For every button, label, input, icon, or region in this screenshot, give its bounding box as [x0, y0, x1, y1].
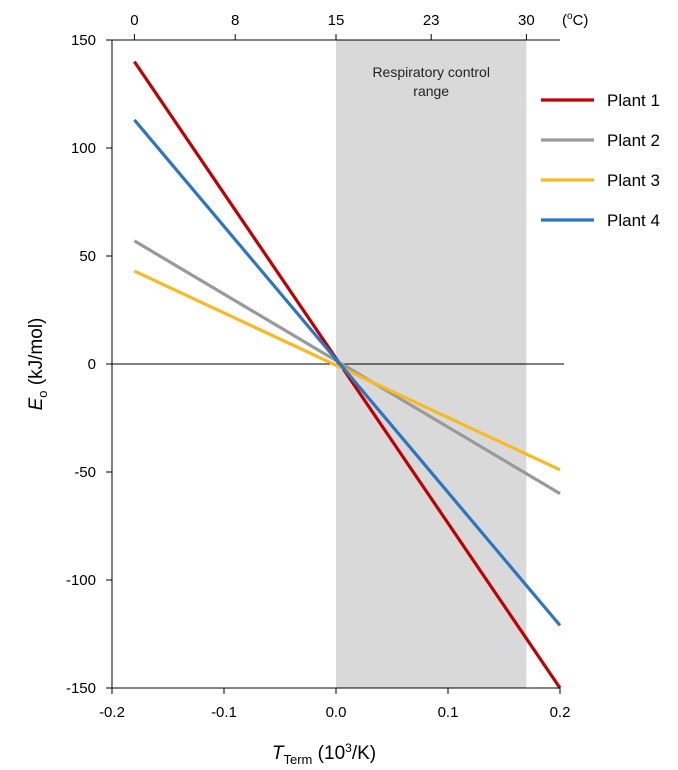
- x-axis-title: TTerm (103/K): [272, 741, 376, 767]
- x-tick-label: 0.2: [550, 704, 571, 721]
- top-tick-label: 8: [231, 12, 239, 29]
- y-tick-label: 150: [71, 32, 96, 49]
- series-line-plant-2: [133, 239, 561, 495]
- y-axis-title: Eo (kJ/mol): [26, 318, 50, 411]
- x-ticks: -0.2 -0.1 0.0 0.1 0.2: [99, 688, 570, 721]
- top-axis-unit: (oC): [562, 11, 588, 29]
- series-lines: [133, 60, 562, 689]
- top-ticks: 0 8 15 23 30: [130, 12, 535, 40]
- y-tick-label: -100: [66, 572, 96, 589]
- y-tick-label: -150: [66, 680, 96, 697]
- top-tick-label: 0: [130, 12, 138, 29]
- x-tick-label: -0.2: [99, 704, 125, 721]
- top-tick-label: 15: [328, 12, 345, 29]
- x-tick-label: 0.0: [326, 704, 347, 721]
- y-tick-label: 100: [71, 140, 96, 157]
- y-tick-label: 50: [79, 248, 96, 265]
- y-tick-label: -50: [74, 464, 96, 481]
- x-tick-label: -0.1: [211, 704, 237, 721]
- legend-label-plant-3: Plant 3: [607, 171, 660, 190]
- top-tick-label: 23: [423, 12, 440, 29]
- y-tick-label: 0: [88, 356, 96, 373]
- legend: Plant 1 Plant 2 Plant 3 Plant 4: [541, 91, 660, 230]
- shaded-region-label-line-1: Respiratory control: [372, 64, 490, 80]
- x-tick-label: 0.1: [438, 704, 459, 721]
- legend-label-plant-1: Plant 1: [607, 91, 660, 110]
- top-tick-label: 30: [518, 12, 535, 29]
- legend-label-plant-2: Plant 2: [607, 131, 660, 150]
- series-line-plant-4: [133, 118, 562, 627]
- legend-label-plant-4: Plant 4: [607, 211, 660, 230]
- y-ticks: 150 100 50 0 -50 -100 -150: [66, 32, 112, 697]
- shaded-region-label-line-2: range: [413, 83, 449, 99]
